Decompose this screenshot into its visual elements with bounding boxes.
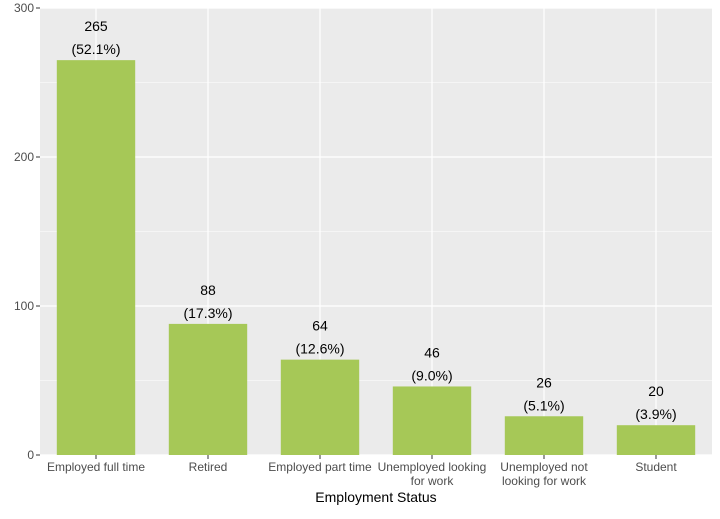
data-label-count: 26 — [536, 374, 552, 390]
data-label-percent: (3.9%) — [635, 406, 676, 422]
data-label-count: 265 — [84, 18, 108, 34]
bar — [616, 425, 696, 455]
x-axis-title: Employment Status — [315, 489, 436, 505]
bar — [168, 323, 248, 455]
x-category-label: Unemployed not — [500, 460, 588, 474]
data-label-count: 88 — [200, 282, 216, 298]
x-category-label: Unemployed looking — [378, 460, 487, 474]
data-label-count: 64 — [312, 318, 328, 334]
y-axis: 0 100 200 300 — [14, 1, 40, 462]
data-label-percent: (5.1%) — [523, 397, 564, 413]
bar — [56, 60, 136, 456]
data-label-count: 46 — [424, 344, 440, 360]
x-category-label: Employed full time — [47, 460, 145, 474]
data-labels: 265 (52.1%) 88 (17.3%) 64 (12.6%) 46 (9.0%) 26 (5… — [71, 18, 676, 422]
x-axis: Employed full time Retired Employed part t… — [47, 455, 677, 488]
x-category-label: for work — [411, 474, 455, 488]
y-tick-label: 100 — [14, 299, 34, 313]
bar — [280, 359, 360, 455]
x-category-label: Retired — [189, 460, 228, 474]
bar — [392, 386, 472, 455]
x-category-label: Student — [635, 460, 677, 474]
x-category-label: Employed part time — [268, 460, 372, 474]
bar — [504, 416, 584, 455]
y-tick-label: 300 — [14, 1, 34, 15]
y-tick-label: 0 — [27, 448, 34, 462]
data-label-percent: (12.6%) — [295, 341, 344, 357]
bars — [56, 60, 696, 456]
data-label-percent: (17.3%) — [183, 305, 232, 321]
x-category-label: looking for work — [502, 474, 587, 488]
y-tick-label: 200 — [14, 150, 34, 164]
data-label-count: 20 — [648, 383, 664, 399]
data-label-percent: (52.1%) — [71, 41, 120, 57]
data-label-percent: (9.0%) — [411, 367, 452, 383]
